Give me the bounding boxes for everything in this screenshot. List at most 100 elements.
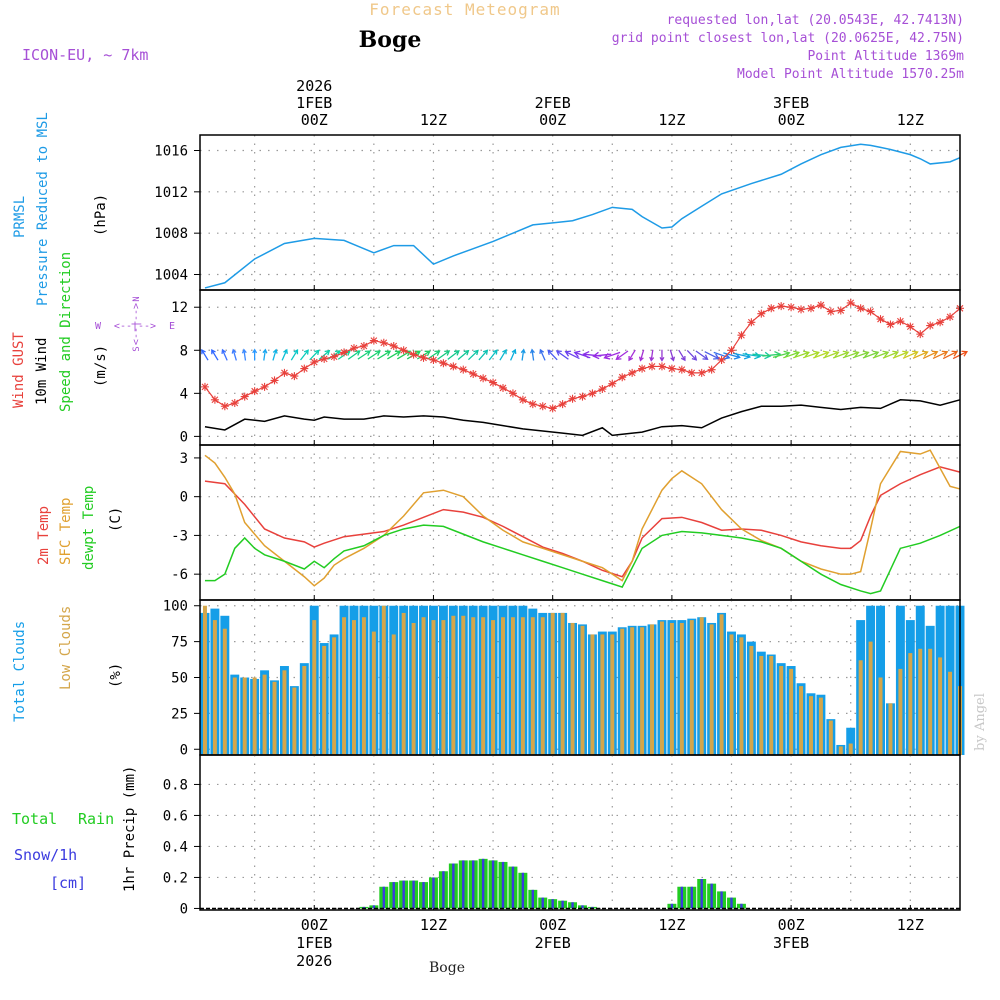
low-cloud-bar: [371, 631, 376, 755]
wind-speed-line: [204, 399, 961, 437]
wind-arrow-head: [252, 348, 258, 354]
gust-point: [538, 402, 547, 411]
wind-arrow-head: [582, 350, 590, 359]
pressure-labels: PRMSL Pressure Reduced to MSL (hPa): [12, 112, 109, 306]
y-tick-label: 100: [163, 599, 188, 615]
low-cloud-bar: [918, 648, 923, 755]
low-cloud-bar: [659, 621, 664, 755]
bottom-time-label: 00Z: [301, 916, 328, 934]
precip-rain-bar: [491, 860, 495, 909]
wind-arrow-head: [434, 350, 441, 356]
top-time-label: 12Z: [420, 111, 447, 129]
wind-arrow: [604, 351, 621, 359]
model-point-altitude: Model Point Altitude 1570.25m: [737, 67, 964, 82]
low-cloud-bar: [501, 617, 505, 755]
wind-arrow-head: [615, 354, 622, 360]
precip-rain-bar: [670, 903, 674, 909]
wind-arrow-head: [324, 349, 331, 356]
wind-arrow-head: [628, 356, 634, 362]
low-cloud-bar: [262, 674, 267, 755]
wind-arrow-head: [520, 348, 526, 354]
wind-arrow-head: [384, 350, 392, 357]
low-cloud-bar: [620, 628, 625, 755]
wind-arrow-head: [414, 350, 422, 357]
gust-point: [409, 350, 418, 359]
low-cloud-bar: [709, 624, 714, 755]
precip-rain-bar: [402, 880, 405, 909]
low-cloud-bar: [471, 617, 476, 755]
panel-frame: [199, 754, 961, 911]
wind-arrow-head: [221, 348, 227, 354]
precip-rain-bar: [481, 858, 485, 909]
wind-arrow-head: [670, 356, 676, 362]
wind-arrow-head: [211, 348, 216, 355]
grid-point-coords: grid point closest lon,lat (20.0625E, 42…: [612, 31, 964, 46]
low-cloud-bar: [451, 615, 456, 755]
gust-point: [399, 346, 408, 355]
label-hpa: (hPa): [93, 194, 109, 236]
wind-arrow-head: [201, 348, 206, 355]
wind-arrow-head: [293, 348, 299, 355]
top-time-label: 00Z: [778, 111, 805, 129]
wind-arrow-head: [573, 350, 581, 358]
label-2m-temp: 2m Temp: [36, 506, 52, 565]
y-tick-label: 1012: [154, 185, 188, 201]
precip-rain-bar: [541, 897, 544, 909]
low-cloud-bar: [510, 617, 515, 755]
gust-point: [816, 301, 825, 310]
low-cloud-bar: [411, 622, 416, 755]
gust-point: [578, 392, 587, 401]
wind-arrow-head: [961, 350, 969, 357]
low-cloud-bar: [352, 620, 356, 755]
gust-point: [926, 321, 935, 330]
gust-point: [697, 368, 706, 377]
wind-arrow: [556, 350, 569, 360]
gust-point: [340, 348, 349, 357]
wind-arrow: [732, 352, 751, 358]
precip-rain-bar: [690, 886, 693, 909]
compass-e: E: [169, 321, 175, 332]
wind-arrow: [742, 353, 761, 358]
wind-arrow: [539, 349, 546, 361]
compass-arrows-v: <--|-->: [131, 303, 142, 345]
wind-arrow: [547, 349, 558, 361]
wind-arrow-head: [547, 349, 553, 356]
y-tick-label: 1004: [154, 268, 188, 284]
wind-arrow-head: [283, 348, 288, 354]
wind-arrow-head: [564, 350, 572, 357]
precip-rain-bar: [720, 891, 723, 909]
gust-point: [320, 354, 329, 363]
wind-arrow: [628, 349, 636, 361]
gust-point: [518, 395, 527, 404]
y-tick-label: 12: [171, 300, 188, 316]
wind-arrow: [713, 351, 730, 359]
precip-rain-bar: [452, 863, 455, 909]
top-time-label: 12Z: [897, 111, 924, 129]
low-cloud-bar: [272, 681, 277, 755]
wind-arrow: [467, 350, 479, 361]
wind-arrow: [783, 351, 800, 359]
low-cloud-bar: [441, 620, 446, 755]
wind-arrow: [686, 349, 697, 361]
gust-point: [916, 330, 925, 339]
low-cloud-bar: [361, 617, 366, 755]
y-tick-label: 0.8: [163, 777, 188, 793]
gust-point: [280, 368, 289, 377]
y-tick-label: -6: [171, 567, 188, 583]
wind-arrow-head: [303, 349, 309, 355]
low-cloud-bar: [679, 622, 684, 755]
requested-coords: requested lon,lat (20.0543E, 42.7413N): [667, 13, 964, 28]
wind-arrow: [309, 349, 320, 361]
gust-point: [568, 394, 577, 403]
low-cloud-bar: [540, 617, 545, 755]
wind-arrow-head: [463, 349, 470, 356]
wind-direction-arrows: [201, 348, 969, 362]
low-cloud-bar: [848, 743, 853, 755]
low-cloud-bar: [580, 625, 585, 755]
label-wind-gust: Wind GUST: [11, 332, 27, 408]
wind-arrow: [822, 351, 839, 359]
top-time-label: 00Z: [539, 111, 566, 129]
label-ms: (m/s): [93, 345, 109, 387]
gust-point: [896, 317, 905, 326]
low-cloud-bar: [749, 645, 754, 755]
